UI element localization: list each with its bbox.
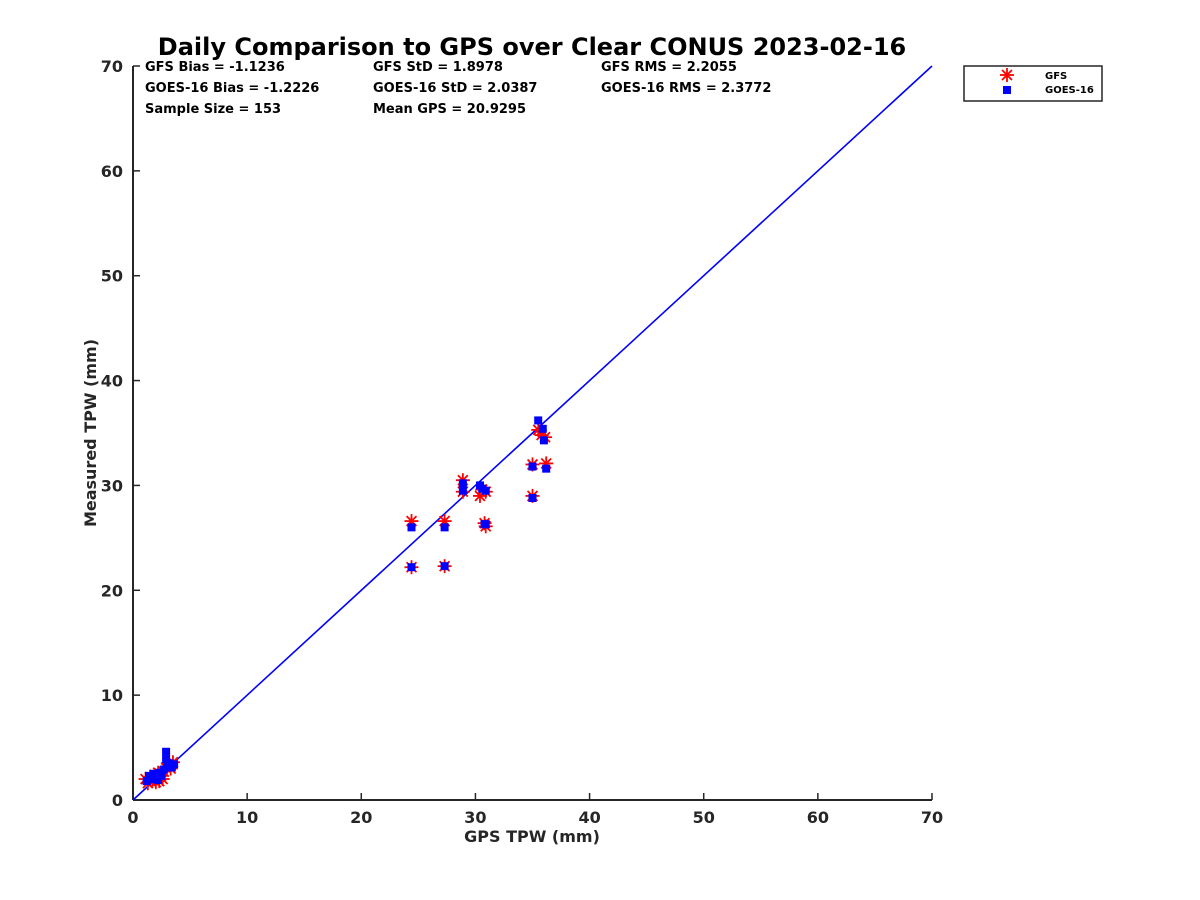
y-tick-label: 60 <box>101 162 123 181</box>
goes16-point <box>165 759 174 768</box>
goes16-point <box>407 563 416 572</box>
x-tick-label: 50 <box>693 808 715 827</box>
goes16-point <box>528 462 537 471</box>
stat-label: GOES-16 Bias = -1.2226 <box>145 81 319 96</box>
x-tick-label: 20 <box>350 808 372 827</box>
statistics-block: GFS Bias = -1.1236 GFS StD = 1.8978 GFS RM… <box>145 60 771 117</box>
y-tick-label: 20 <box>101 581 123 600</box>
x-tick-label: 70 <box>921 808 943 827</box>
x-tick-label: 10 <box>236 808 258 827</box>
one-to-one-reference-line <box>132 65 933 801</box>
y-tick-label: 30 <box>101 476 123 495</box>
stat-label: Mean GPS = 20.9295 <box>373 102 526 117</box>
stat-label: GFS StD = 1.8978 <box>373 60 503 75</box>
stat-label: GOES-16 RMS = 2.3772 <box>601 81 771 96</box>
goes16-point <box>162 747 171 756</box>
goes16-point <box>440 562 449 571</box>
goes16-point <box>458 486 467 495</box>
x-tick-label: 40 <box>578 808 600 827</box>
goes16-point <box>538 424 547 433</box>
goes16-point <box>481 520 490 529</box>
goes16-point <box>539 436 548 445</box>
goes16-point <box>458 479 467 488</box>
x-tick-label: 30 <box>464 808 486 827</box>
y-tick-label: 40 <box>101 372 123 391</box>
goes16-point <box>147 775 156 784</box>
stat-label: GFS Bias = -1.1236 <box>145 60 285 75</box>
chart-title: Daily Comparison to GPS over Clear CONUS… <box>158 33 906 61</box>
legend-asterisk <box>1000 68 1014 82</box>
goes16-point <box>481 486 490 495</box>
stat-label: Sample Size = 153 <box>145 102 281 117</box>
chart-legend: GFS GOES-16 <box>963 65 1103 102</box>
asterisk-stroke <box>1001 69 1013 81</box>
y-tick-label: 50 <box>101 267 123 286</box>
stat-label: GOES-16 StD = 2.0387 <box>373 81 537 96</box>
x-tick-label: 0 <box>127 808 138 827</box>
axis-ticks: 0 10 20 30 40 50 60 70 0 10 20 30 40 50 60 70 <box>101 57 943 827</box>
goes16-point <box>440 523 449 532</box>
y-tick-label: 70 <box>101 57 123 76</box>
goes16-point <box>534 416 543 425</box>
y-tick-label: 10 <box>101 686 123 705</box>
stat-label: GFS RMS = 2.2055 <box>601 60 737 75</box>
legend-gfs-marker <box>1000 68 1014 82</box>
goes16-point <box>142 777 151 786</box>
legend-goes16-label: GOES-16 <box>1045 85 1094 96</box>
x-axis-title: GPS TPW (mm) <box>464 827 600 846</box>
series-goes16 <box>142 416 551 786</box>
goes16-point <box>162 755 171 764</box>
legend-box <box>963 65 1103 102</box>
goes16-point <box>170 760 179 769</box>
goes16-point <box>542 464 551 473</box>
goes16-point <box>407 523 416 532</box>
series-gfs <box>138 422 554 791</box>
goes16-point <box>154 776 163 785</box>
plot-axes <box>132 66 932 801</box>
y-tick-label: 0 <box>112 791 123 810</box>
y-axis-title: Measured TPW (mm) <box>81 339 100 527</box>
goes16-point <box>157 771 166 780</box>
goes16-point <box>528 494 537 503</box>
x-tick-label: 60 <box>807 808 829 827</box>
legend-goes16-marker <box>1003 86 1011 94</box>
legend-gfs-label: GFS <box>1045 71 1067 82</box>
